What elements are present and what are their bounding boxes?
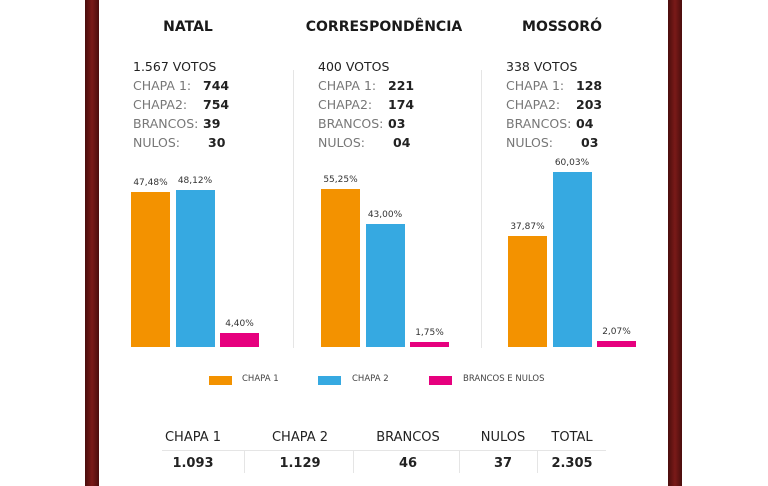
divider [481,70,482,348]
stat-value: 128 [576,78,603,93]
bar-chapa1 [508,236,547,347]
stat-value: 04 [393,135,411,150]
bar-brancos-nulos [597,340,636,347]
table-column-divider [244,451,245,473]
legend-label: CHAPA 1 [242,374,279,384]
table-value: 46 [398,456,418,471]
stat-value: 04 [576,116,594,131]
stat-label: CHAPA2: [318,97,373,112]
stat-label: BRANCOS: [318,116,384,131]
legend-swatch-chapa2 [318,376,341,385]
table-header: BRANCOS [376,430,440,445]
stat-label: CHAPA 1: [318,78,377,93]
divider [293,70,294,348]
stat-label: CHAPA 1: [506,78,565,93]
stat-row: CHAPA2: 174 [318,95,414,114]
group-stats: 1.567 VOTOS CHAPA 1: 744 CHAPA2: 754 BRANCOS:… [133,57,229,152]
stat-label: NULOS: [506,135,554,150]
bar-brancos-nulos [220,332,259,347]
table-value: 37 [493,456,513,471]
stat-label: CHAPA2: [133,97,188,112]
data-label: 4,40% [225,318,254,329]
stat-label: NULOS: [318,135,366,150]
data-label: 48,12% [177,175,213,186]
data-label: 2,07% [602,326,631,337]
bar-chapa2 [175,189,215,347]
group-title: MOSSORÓ [522,19,602,35]
stat-row: CHAPA 1: 744 [133,76,229,95]
group-title: NATAL [163,19,213,35]
table-header: CHAPA 1 [164,430,222,445]
stat-row: BRANCOS: 39 [133,114,220,133]
bar-brancos-nulos [410,341,449,347]
table-value: 1.129 [279,456,321,471]
stat-value: 744 [203,78,230,93]
data-label: 1,75% [415,327,444,338]
stat-row: BRANCOS: 04 [506,114,593,133]
table-column-divider [459,451,460,473]
legend-swatch-chapa1 [209,376,232,385]
stat-row: NULOS: 04 [318,133,410,152]
data-label: 60,03% [554,157,590,168]
legend-swatch-brancos-nulos [429,376,452,385]
total-votes: 1.567 VOTOS [133,59,217,74]
stat-value: 30 [208,135,226,150]
bar-chapa2 [552,171,592,347]
data-label: 43,00% [367,210,403,221]
legend-label: BRANCOS E NULOS [463,374,545,384]
table-column-divider [353,451,354,473]
stat-row: CHAPA 1: 128 [506,76,602,95]
legend-label: CHAPA 2 [352,374,389,384]
group-stats: 338 VOTOS CHAPA 1: 128 CHAPA2: 203 BRANCOS: 04… [506,57,602,152]
group-title: CORRESPONDÊNCIA [305,19,463,35]
total-votes: 400 VOTOS [318,59,390,74]
table-column-divider [537,451,538,473]
table-value: 2.305 [551,456,593,471]
frame-right [668,0,682,486]
table-header: CHAPA 2 [271,430,329,445]
stat-value: 39 [203,116,221,131]
stat-label: NULOS: [133,135,181,150]
stat-row: CHAPA2: 754 [133,95,229,114]
stat-value: 203 [576,97,603,112]
stat-row: NULOS: 03 [506,133,598,152]
bar-chapa1 [131,191,170,347]
stat-label: CHAPA2: [506,97,561,112]
stat-value: 754 [203,97,230,112]
stat-label: BRANCOS: [133,116,199,131]
total-votes: 338 VOTOS [506,59,578,74]
table-header: TOTAL [551,430,593,445]
stat-value: 03 [581,135,599,150]
data-label: 47,48% [133,177,168,188]
stat-row: NULOS: 30 [133,133,225,152]
stat-row: CHAPA2: 203 [506,95,602,114]
table-value: 1.093 [172,456,214,471]
table-header: NULOS [480,430,526,445]
stat-row: BRANCOS: 03 [318,114,405,133]
table-divider [162,450,606,451]
stat-row: CHAPA 1: 221 [318,76,414,95]
frame-left [85,0,99,486]
stat-label: CHAPA 1: [133,78,192,93]
stat-label: BRANCOS: [506,116,572,131]
stat-value: 03 [388,116,406,131]
data-label: 37,87% [510,222,545,233]
group-stats: 400 VOTOS CHAPA 1: 221 CHAPA2: 174 BRANCOS: 03… [318,57,414,152]
bar-chapa1 [321,188,360,347]
data-label: 55,25% [323,174,358,185]
stat-value: 221 [388,78,415,93]
bar-chapa2 [365,224,405,347]
stat-value: 174 [388,97,415,112]
